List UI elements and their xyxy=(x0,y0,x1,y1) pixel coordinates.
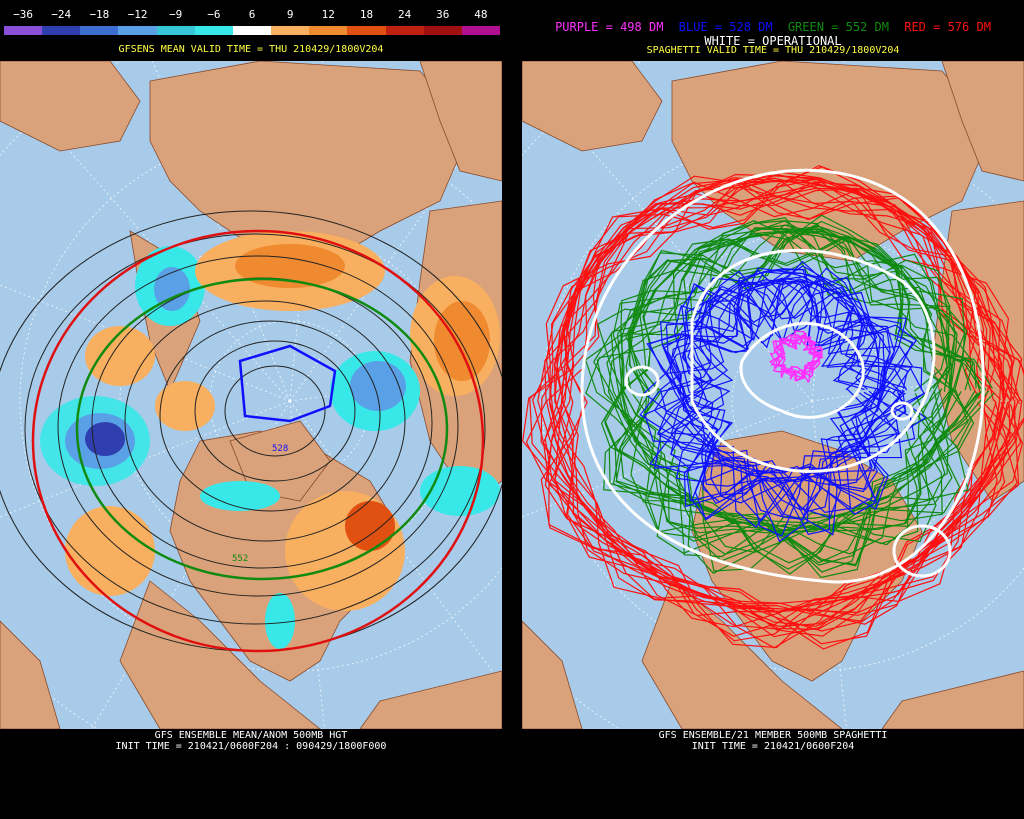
colorbar-label: 9 xyxy=(286,8,294,21)
colorbar-swatch xyxy=(271,26,310,35)
contour-label-528: 528 xyxy=(272,444,288,454)
mean-valid-time: GFSENS MEAN VALID TIME = THU 210429/1800… xyxy=(118,44,384,55)
colorbar-swatch xyxy=(309,26,348,35)
colorbar-swatch xyxy=(423,26,462,35)
anomaly-shading xyxy=(40,231,500,649)
spaghetti-member-line xyxy=(544,187,1011,628)
spaghetti-map xyxy=(522,61,1024,729)
height-contours xyxy=(0,210,502,652)
spaghetti-member-line xyxy=(657,278,907,521)
spaghetti-member-line xyxy=(597,220,965,554)
colorbar-swatch xyxy=(385,26,424,35)
spaghetti-member-line xyxy=(653,281,900,518)
spaghetti-member-line xyxy=(654,260,927,535)
spaghetti-member-line xyxy=(639,270,916,537)
spaghetti-footer-init: INIT TIME = 210421/0600F204 xyxy=(691,741,855,752)
ensemble-mean-panel: −36 −24 −18 −12 −9 −6 6 9 12 18 24 36 48 GFSENS MEAN… xyxy=(0,0,502,819)
colorbar-label: −36 xyxy=(13,8,34,21)
colorbar-label: −18 xyxy=(89,8,110,21)
spaghetti-member-line xyxy=(537,177,998,628)
spaghetti-member-line xyxy=(532,178,1006,637)
spaghetti-member-line xyxy=(665,279,881,504)
colorbar-swatch xyxy=(80,26,119,35)
spaghetti-red-576 xyxy=(522,164,1024,650)
spaghetti-member-line xyxy=(545,178,1005,613)
spaghetti-member-line xyxy=(673,271,913,514)
spaghetti-member-line xyxy=(547,181,1021,630)
contour-528 xyxy=(238,344,337,423)
colorbar-label: −12 xyxy=(127,8,148,21)
legend-white-operational: WHITE = OPERATIONAL xyxy=(704,34,842,48)
spaghetti-member-line xyxy=(548,180,1005,613)
contour-576 xyxy=(31,229,485,653)
mean-footer-title: GFS ENSEMBLE MEAN/ANOM 500MB HGT xyxy=(154,730,348,741)
legend-purple: PURPLE = 498 DM xyxy=(555,20,664,34)
spaghetti-member-line xyxy=(556,170,1023,625)
colorbar-label: 36 xyxy=(436,8,450,21)
landmasses xyxy=(0,61,502,729)
spaghetti-map-svg xyxy=(522,61,1024,729)
spaghetti-panel: PURPLE = 498 DM BLUE = 528 DM GREEN = 55… xyxy=(522,0,1024,819)
colorbar-swatch xyxy=(461,26,500,35)
colorbar-label: −6 xyxy=(207,8,221,21)
legend-red: RED = 576 DM xyxy=(904,20,991,34)
colorbar-swatch xyxy=(347,26,386,35)
spaghetti-member-line xyxy=(610,228,956,542)
spaghetti-member-line xyxy=(608,220,990,573)
spaghetti-member-line xyxy=(644,267,927,543)
mean-footer-init: INIT TIME = 210421/0600F204 : 090429/180… xyxy=(115,741,387,752)
spaghetti-legend: PURPLE = 498 DM BLUE = 528 DM GREEN = 55… xyxy=(522,20,1024,34)
colorbar-label: 24 xyxy=(397,8,412,21)
spaghetti-member-line xyxy=(593,220,951,558)
spaghetti-purple-498 xyxy=(769,330,824,384)
spaghetti-member-line xyxy=(540,186,1008,630)
spaghetti-valid-time: SPAGHETTI VALID TIME = THU 210429/1800V2… xyxy=(646,45,900,56)
legend-blue: BLUE = 528 DM xyxy=(678,20,773,34)
colorbar-swatch xyxy=(156,26,195,35)
spaghetti-member-line xyxy=(656,278,907,521)
spaghetti-member-line xyxy=(672,280,891,487)
spaghetti-member-line xyxy=(769,334,821,380)
spaghetti-footer-title: GFS ENSEMBLE/21 MEMBER 500MB SPAGHETTI xyxy=(658,730,888,741)
colorbar-label: 12 xyxy=(321,8,335,21)
colorbar-swatch xyxy=(42,26,81,35)
spaghetti-green-552 xyxy=(584,214,995,579)
spaghetti-member-line xyxy=(612,228,968,545)
contour-label-552: 552 xyxy=(232,554,248,564)
mean-map-svg: 528 552 xyxy=(0,61,502,729)
colorbar-swatch xyxy=(118,26,157,35)
colorbar-label: −24 xyxy=(51,8,72,21)
contour-552 xyxy=(75,277,449,581)
colorbar-swatch xyxy=(4,26,43,35)
colorbar-label: −9 xyxy=(169,8,183,21)
mean-anomaly-map: 528 552 xyxy=(0,61,502,729)
operational-contours xyxy=(580,168,985,584)
colorbar-swatch xyxy=(194,26,233,35)
colorbar-swatch xyxy=(232,26,272,35)
legend-green: GREEN = 552 DM xyxy=(787,20,889,34)
panel-divider xyxy=(502,0,522,819)
spaghetti-member-line xyxy=(603,235,973,570)
colorbar-label: 48 xyxy=(474,8,488,21)
colorbar-label: 18 xyxy=(359,8,374,21)
anomaly-colorbar: −36 −24 −18 −12 −9 −6 6 9 12 18 24 36 48 xyxy=(4,6,500,36)
colorbar-label: 6 xyxy=(248,8,256,21)
spaghetti-member-line xyxy=(649,265,925,536)
